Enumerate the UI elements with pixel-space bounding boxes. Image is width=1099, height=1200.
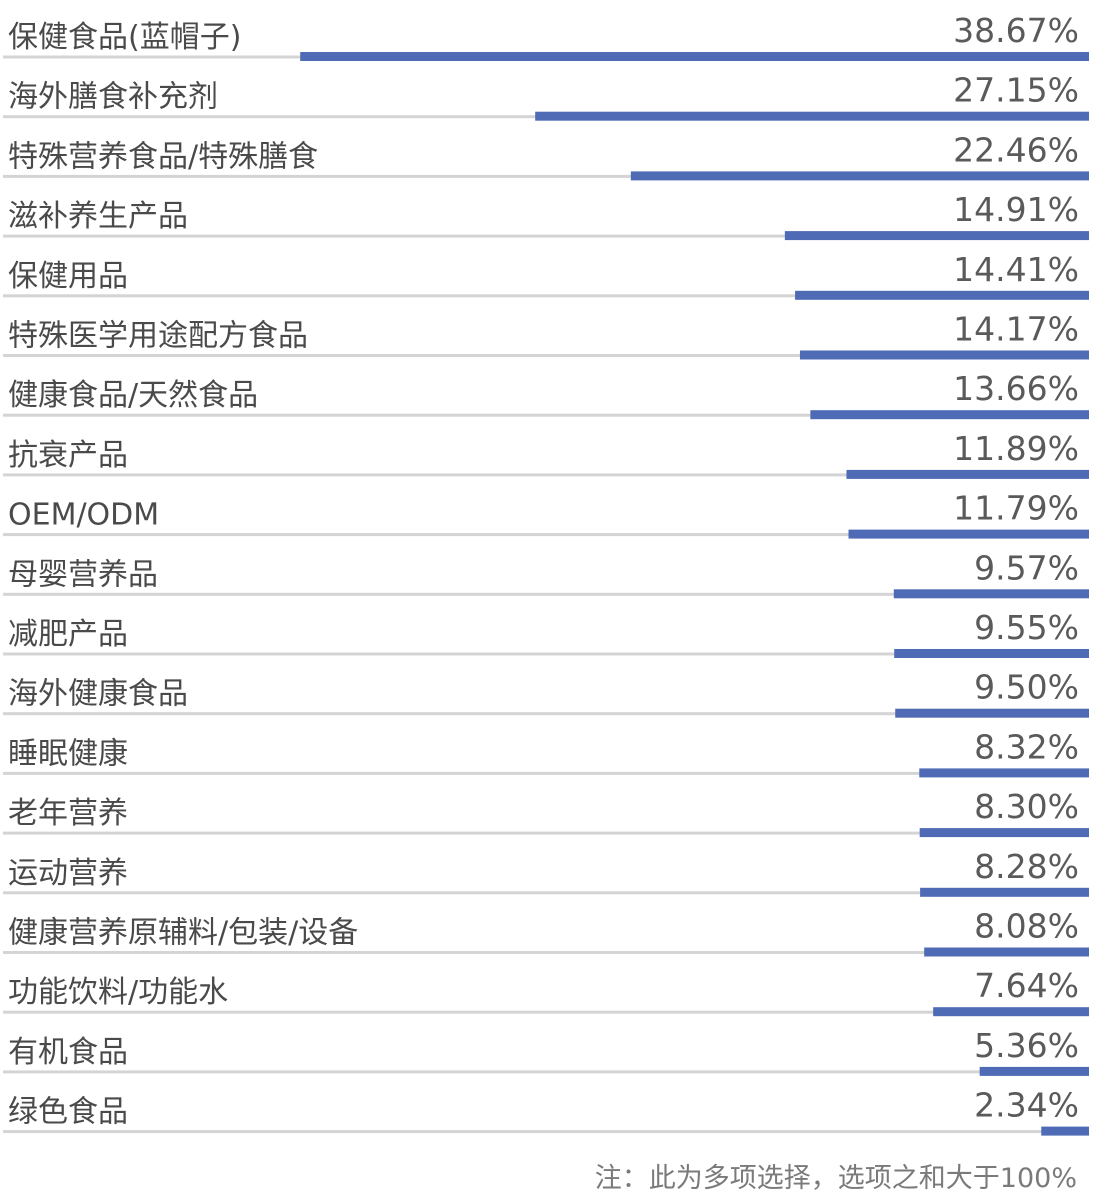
bar-row: 运动营养 8.28% [3,847,1089,897]
value-label: 8.28% [974,847,1079,886]
category-label: 功能饮料/功能水 [8,975,228,1010]
bar [300,52,1089,61]
value-label: 7.64% [974,966,1079,1005]
bar-track [3,712,1089,716]
bar-row: 功能饮料/功能水 7.64% [3,966,1089,1017]
value-label: 5.36% [974,1026,1079,1065]
bar [894,649,1089,658]
bar-track [3,592,1089,596]
bar-track [3,1070,1089,1074]
category-label: 保健食品(蓝帽子) [8,20,241,55]
bar-track [3,533,1089,537]
category-label: 绿色食品 [8,1095,128,1130]
bar-row: 老年营养 8.30% [3,787,1089,838]
bar [979,1066,1089,1076]
category-label: 健康营养原辅料/包装/设备 [8,916,358,951]
value-label: 11.79% [953,489,1079,528]
bar-row: 健康食品/天然食品 13.66% [3,369,1089,420]
value-label: 38.67% [953,11,1079,50]
chart: 保健食品(蓝帽子) 38.67% 海外膳食补充剂 27.15% 特殊营养食品/特殊膳食 2… [3,11,1089,1136]
category-label: 运动营养 [8,856,128,891]
value-label: 14.91% [953,190,1079,229]
category-label: 保健用品 [8,259,128,294]
bar [895,708,1089,718]
category-label: 海外健康食品 [8,677,188,712]
category-label: 老年营养 [8,796,128,831]
bar [535,111,1089,121]
bar [920,887,1089,897]
footnote: 注：此为多项选择，选项之和大于100% [594,1163,1077,1194]
bar-row: 海外膳食补充剂 27.15% [3,71,1089,121]
category-label: 健康食品/天然食品 [8,378,258,413]
bar-track [3,294,1089,298]
bar-row: 特殊医学用途配方食品 14.17% [3,310,1089,360]
bar-row: 绿色食品 2.34% [3,1086,1089,1136]
bar [919,768,1089,778]
bar [919,828,1089,838]
value-label: 9.50% [974,668,1079,707]
bar-row: 保健食品(蓝帽子) 38.67% [3,11,1089,61]
bar-track [3,174,1089,178]
category-label: 睡眠健康 [8,736,128,771]
value-label: 22.46% [953,130,1079,169]
bar-track [3,891,1089,895]
value-label: 14.41% [953,250,1079,289]
bar-track [3,354,1089,357]
value-label: 8.30% [974,787,1079,826]
bar-row: 海外健康食品 9.50% [3,668,1089,718]
category-label: 滋补养生产品 [8,199,188,234]
category-label: 减肥产品 [8,617,128,652]
value-label: 2.34% [974,1086,1079,1125]
bar-track [3,951,1089,954]
value-label: 14.17% [953,310,1079,349]
category-label: 母婴营养品 [8,557,158,592]
bar-track [3,652,1089,656]
bar [848,529,1089,539]
bar [933,1007,1089,1017]
category-label: 特殊营养食品/特殊膳食 [8,139,318,174]
value-label: 13.66% [953,369,1079,408]
bar-track [3,413,1089,417]
bar [799,350,1089,360]
bar-track [3,473,1089,477]
value-label: 9.55% [974,608,1079,647]
category-label: 海外膳食补充剂 [8,80,218,115]
bar-row: 特殊营养食品/特殊膳食 22.46% [3,130,1089,181]
bar [893,589,1089,599]
bar-row: 滋补养生产品 14.91% [3,190,1089,241]
category-label: 抗衰产品 [8,438,128,473]
bar-row: 有机食品 5.36% [3,1026,1089,1076]
category-label: OEM/ODM [8,498,159,533]
bar-track [3,234,1089,238]
bar-row: 保健用品 14.41% [3,250,1089,300]
bar [810,410,1089,420]
bar-track [3,831,1089,835]
value-label: 8.08% [974,907,1079,946]
value-label: 9.57% [974,548,1079,587]
value-label: 8.32% [974,727,1079,766]
bar [630,171,1089,181]
bar-row: 睡眠健康 8.32% [3,727,1089,778]
bar-row: 抗衰产品 11.89% [3,429,1089,479]
value-label: 27.15% [953,71,1079,110]
category-label: 特殊医学用途配方食品 [8,319,308,354]
bar-row: OEM/ODM 11.79% [3,489,1089,539]
bar-row: 母婴营养品 9.57% [3,548,1089,599]
value-label: 11.89% [953,429,1079,468]
category-label: 有机食品 [8,1035,128,1070]
bar-row: 减肥产品 9.55% [3,608,1089,658]
bar [924,947,1089,957]
bar-track [3,771,1089,775]
bar-track [3,1130,1089,1134]
bar-track [3,1010,1089,1014]
bar-row: 健康营养原辅料/包装/设备 8.08% [3,907,1089,957]
bar [846,469,1089,479]
bar [795,290,1089,300]
bar [784,231,1089,241]
bar [1041,1126,1089,1136]
